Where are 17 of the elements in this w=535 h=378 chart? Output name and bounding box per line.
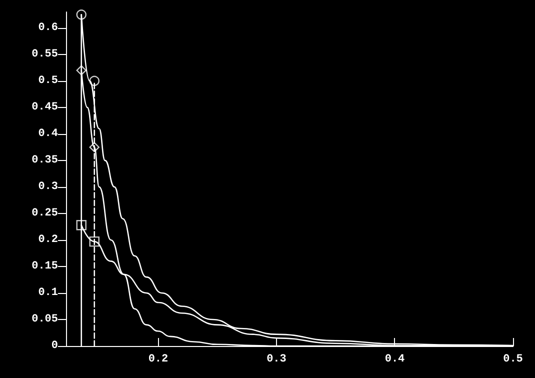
- x-tick-label: 0.2: [148, 354, 168, 366]
- y-tick-label: 0.1: [38, 286, 58, 299]
- y-tick-label: 0.45: [32, 101, 58, 114]
- y-tick-label: 0.55: [32, 48, 58, 60]
- y-tick-label: 0.15: [32, 260, 58, 272]
- y-tick-label: 0: [51, 340, 58, 352]
- y-tick-label: 0.3: [38, 180, 58, 193]
- y-tick-label: 0.05: [32, 313, 58, 326]
- y-tick-label: 0.6: [38, 22, 58, 34]
- x-tick-label: 0.5: [503, 354, 524, 366]
- y-tick-label: 0.35: [32, 154, 58, 166]
- x-tick-label: 0.3: [266, 354, 287, 366]
- y-tick-label: 0.4: [38, 128, 58, 140]
- y-tick-label: 0.2: [38, 234, 58, 246]
- y-tick-label: 0.5: [38, 74, 58, 87]
- y-tick-label: 0.25: [32, 207, 58, 220]
- x-tick-label: 0.4: [384, 354, 406, 366]
